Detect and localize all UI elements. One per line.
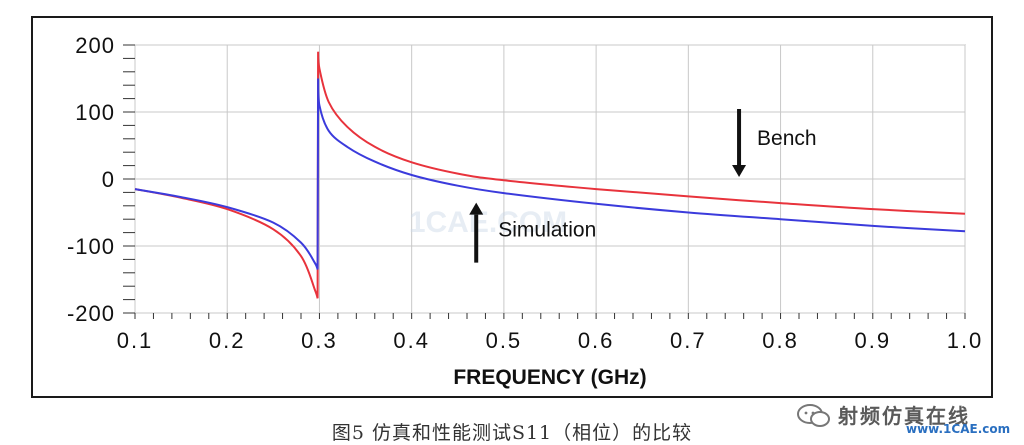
x-tick-label: 0.2 (209, 328, 246, 353)
x-tick-label: 0.5 (486, 328, 523, 353)
x-tick-label: 0.7 (670, 328, 707, 353)
y-tick-label: 100 (75, 100, 115, 125)
y-tick-label: -100 (67, 234, 115, 259)
x-tick-label: 1.0 (947, 328, 984, 353)
x-tick-label: 0.4 (393, 328, 430, 353)
figure-caption: 图5 仿真和性能测试S11（相位）的比较 (331, 422, 693, 444)
x-tick-label: 0.6 (578, 328, 615, 353)
y-tick-label: -200 (67, 301, 115, 326)
x-tick-label: 0.3 (301, 328, 338, 353)
annotation-bench: Bench (757, 127, 817, 150)
series-layer (134, 51, 966, 299)
y-tick-label: 0 (102, 167, 115, 192)
grid (134, 44, 966, 314)
chat-bubble-icon (797, 404, 830, 427)
x-tick-label: 0.8 (762, 328, 799, 353)
faint-watermark: 1CAE.COM (409, 206, 567, 239)
y-tick-label: 200 (75, 33, 115, 58)
watermark-logo: 射频仿真在线 www.1CAE.com (796, 398, 1016, 436)
axis-ticks: 0.1 0.2 0.3 0.4 0.5 0.6 0.7 0.8 0.9 1.0 200 100 0 -10… (67, 33, 984, 353)
series-line-simulation (134, 78, 966, 270)
x-tick-label: 0.9 (854, 328, 891, 353)
watermark-name: 射频仿真在线 (838, 404, 970, 428)
arrowhead (732, 164, 747, 177)
series-line-bench (134, 51, 966, 299)
x-tick-label: 0.1 (117, 328, 154, 353)
faint-watermark-layer: 1CAE.COM (409, 206, 567, 239)
annotation-simulation: Simulation (498, 219, 596, 242)
watermark-site: www.1CAE.com (906, 422, 1011, 436)
x-axis-label: FREQUENCY (GHz) (453, 366, 646, 389)
arrowhead (469, 202, 484, 215)
annotations: Bench Simulation (469, 108, 817, 263)
